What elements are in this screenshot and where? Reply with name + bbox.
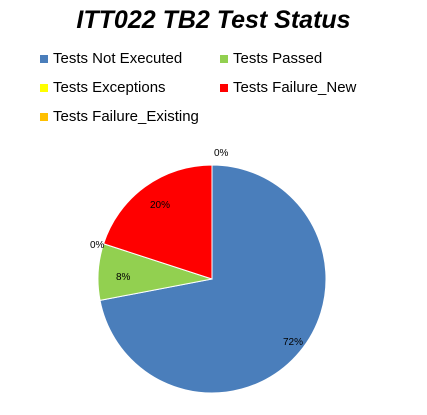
legend-item-passed: Tests Passed [220,50,322,67]
legend-item-not-executed: Tests Not Executed [40,50,182,67]
legend-item-exceptions: Tests Exceptions [40,79,166,96]
chart-title: ITT022 TB2 Test Status [76,6,351,34]
pie-labels: 72% 8% 0% 20% 0% [90,148,303,348]
data-label-failure-new: 20% [150,200,170,211]
legend-swatch-not-executed [40,54,48,63]
legend-item-failure-new: Tests Failure_New [220,79,356,96]
legend-item-failure-existing: Tests Failure_Existing [40,108,199,125]
pie-slice-not-executed [99,164,327,394]
data-label-not-executed: 72% [283,337,303,348]
data-label-exceptions: 0% [90,240,105,251]
legend-swatch-exceptions [40,83,48,92]
legend-swatch-failure-new [220,83,228,92]
legend-label-not-executed: Tests Not Executed [53,50,183,67]
legend-swatch-failure-existing [40,112,48,121]
pie-slices [97,164,327,394]
data-label-failure-existing: 0% [214,148,229,159]
legend-swatch-passed [220,54,228,63]
legend-label-failure-new: Tests Failure_New [233,79,357,96]
pie-slice-failure-new [102,164,213,280]
data-label-passed: 8% [116,272,131,283]
legend-label-exceptions: Tests Exceptions [53,79,166,96]
legend-label-failure-existing: Tests Failure_Existing [53,108,199,125]
legend-label-passed: Tests Passed [233,50,323,67]
